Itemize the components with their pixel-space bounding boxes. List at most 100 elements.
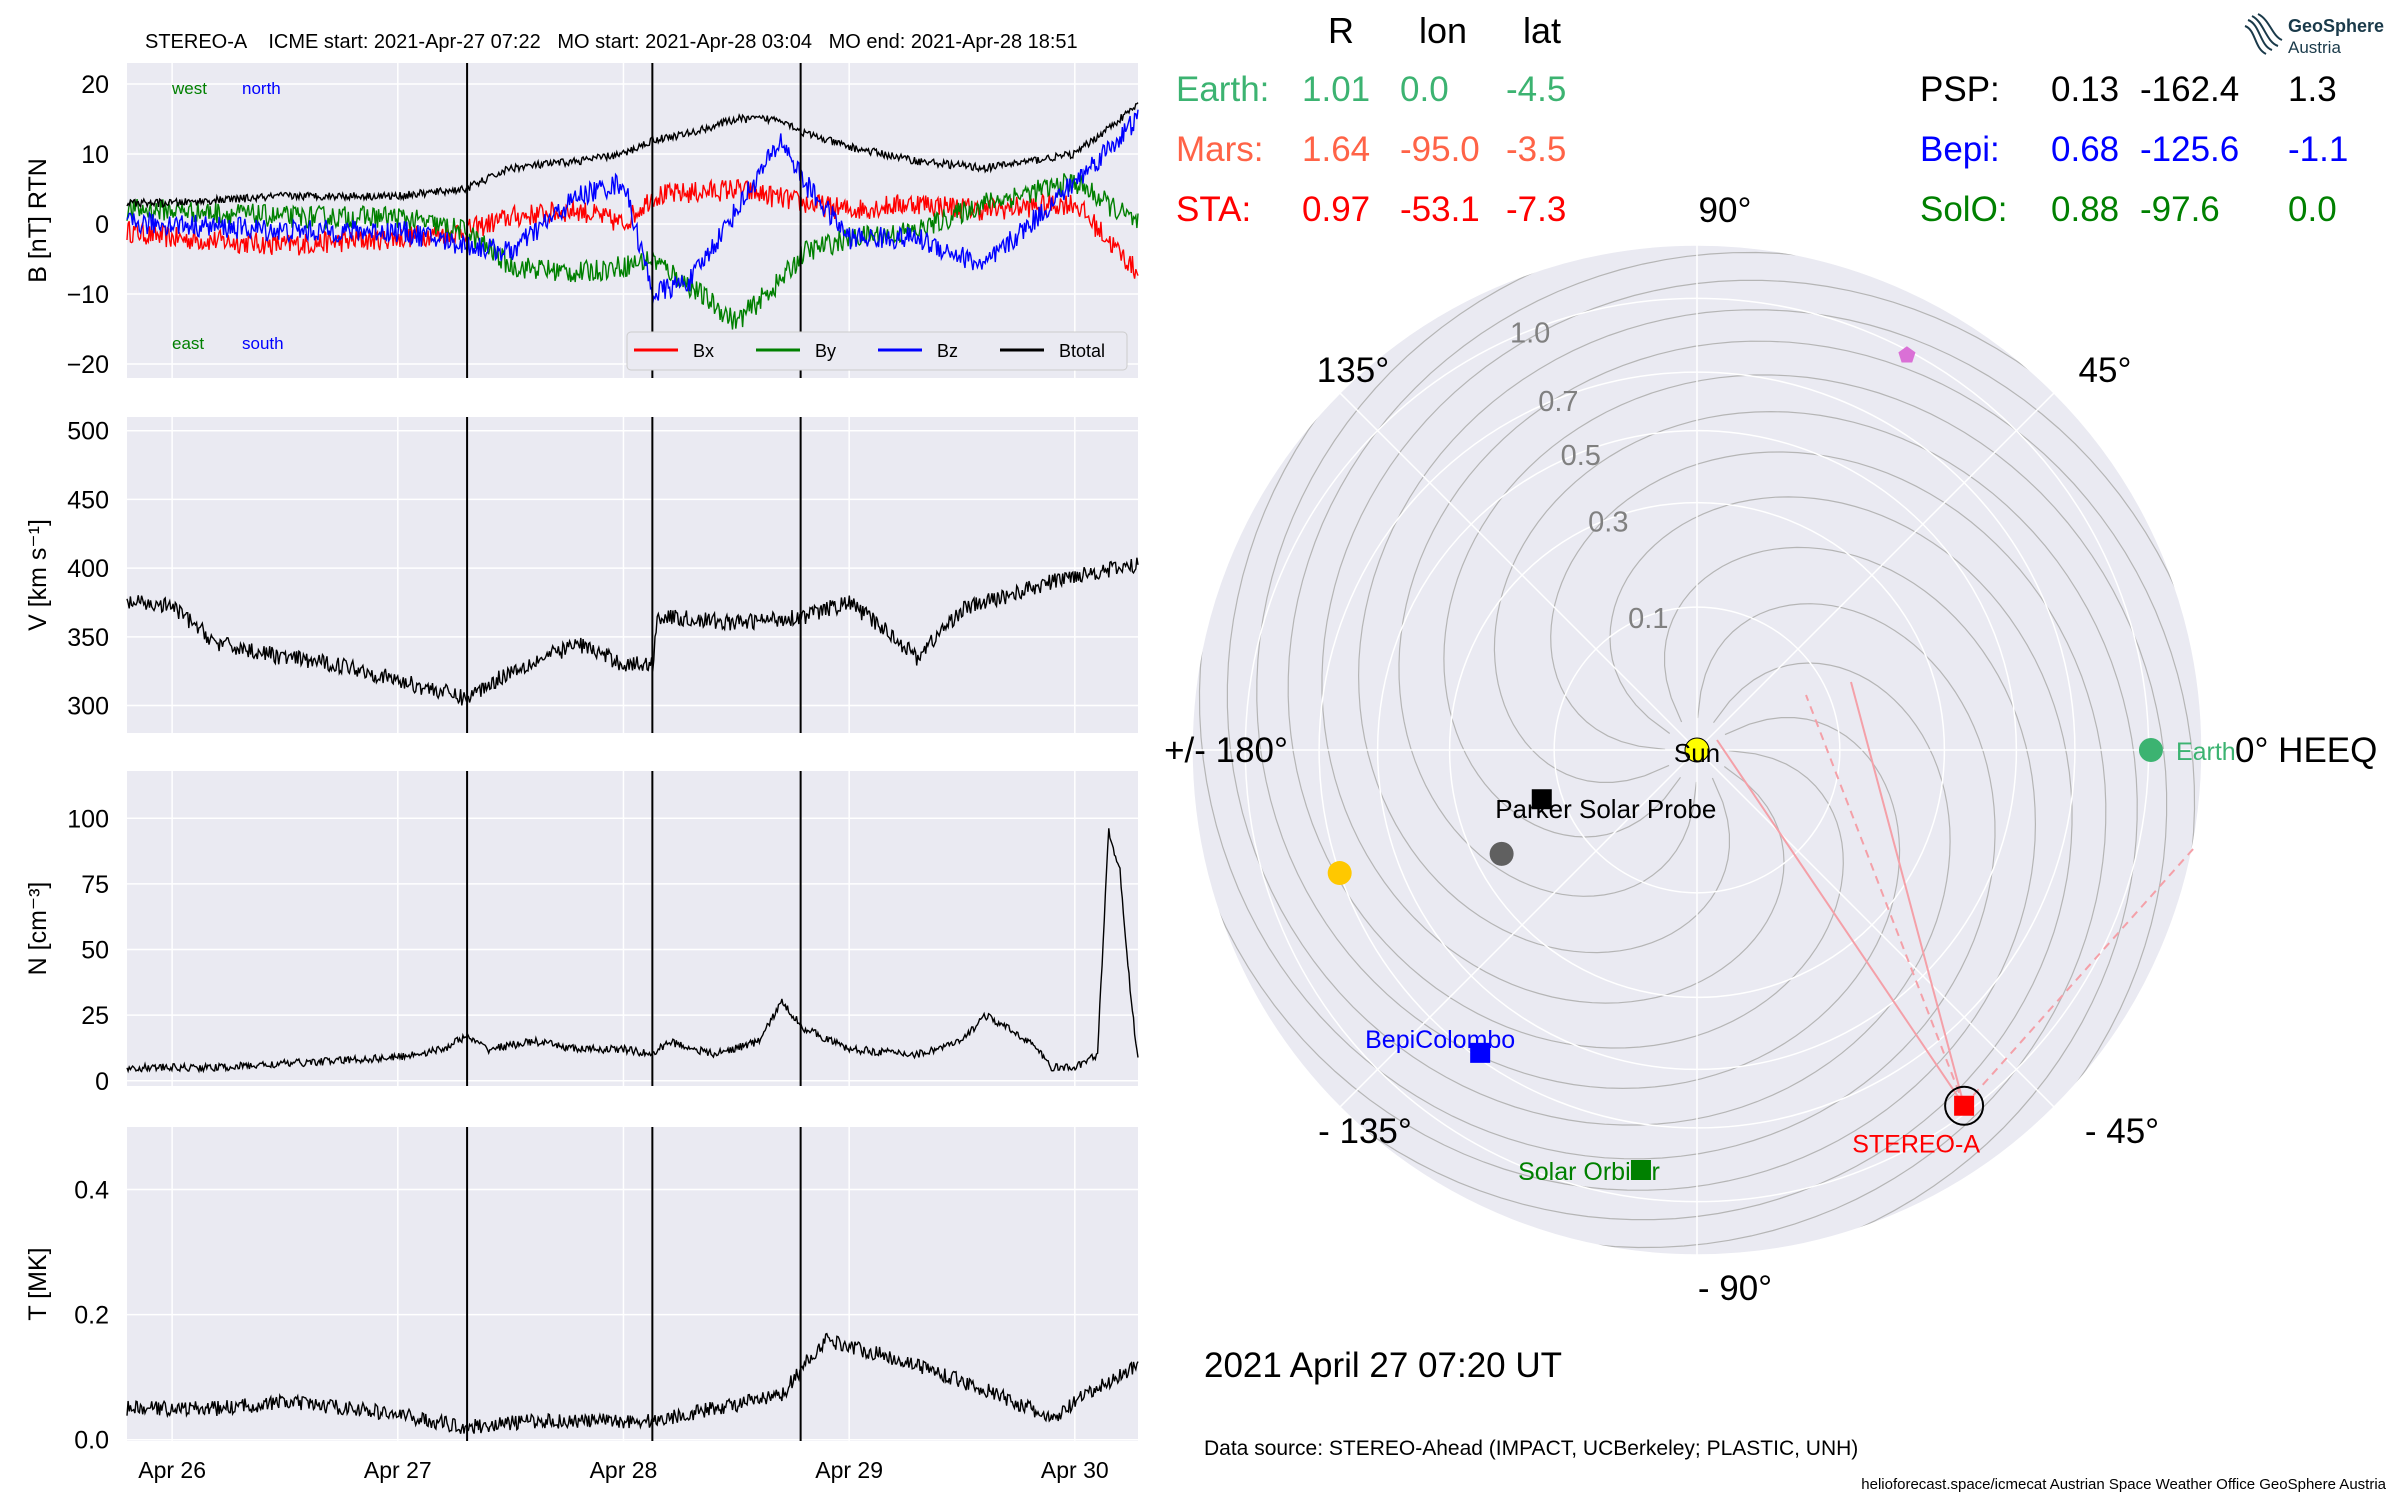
table-cell-lat: -4.5 [1506,70,1567,109]
table-cell-name: PSP: [1920,70,2000,109]
angle-label: +/- 180° [1164,731,1288,770]
annotation-north: north [242,79,281,98]
x-tick-label: Apr 26 [138,1457,206,1483]
y-tick-label: 350 [67,624,109,652]
parker-solar-probe-marker [1531,789,1552,810]
panel-speed: 300 350 400 450 500 V [km s⁻¹] [24,417,1139,733]
y-tick-label: 0.2 [74,1302,109,1330]
polar-grid-radial [1696,749,2055,1108]
spiral-line [1256,245,1901,1090]
x-tick-label: Apr 28 [590,1457,658,1483]
table-cell-lon: -97.6 [2140,190,2220,229]
y-tick-label: 300 [67,693,109,721]
annotation-west: west [171,79,207,98]
logo-name: GeoSphere [2288,16,2385,36]
table-cell-name: STA: [1176,190,1252,229]
juice-marker [1898,346,1916,363]
venus-marker [1327,861,1352,886]
panel-background [127,1127,1138,1441]
solar-orbiter-marker [1630,1159,1651,1180]
radial-label: 1.0 [1510,318,1550,350]
series-line-bz [126,109,1139,304]
stereo-a-fov-line [1850,681,1966,1107]
y-axis-label: N [cm⁻³] [24,882,52,976]
polar-grid-radial [1696,392,2055,751]
stereo-a-fov-line [1963,847,2195,1107]
y-tick-label: 0.4 [74,1177,109,1205]
geosphere-logo: GeoSphere Austria [2242,12,2392,62]
y-tick-label: 500 [67,418,109,446]
series-line-n [126,828,1139,1074]
series-line-t [126,1332,1139,1434]
sun-label: Sun [1674,738,1720,768]
table-cell-lon: -125.6 [2140,130,2240,169]
y-tick-label: 0 [95,211,109,239]
spiral-line [1198,363,1996,1160]
stereo-a-fov-line [1716,739,1965,1107]
legend-label: Bz [937,341,958,361]
table-cell-lon: -95.0 [1400,130,1480,169]
earth-label: Earth [2176,738,2236,766]
y-tick-label: 0 [95,1068,109,1096]
y-tick-label: −20 [67,351,109,379]
table-cell-name: Earth: [1176,70,1270,109]
panel-magnetic-field: −20 −10 0 10 20 B [nT] RTN west north east south B… [24,63,1139,379]
header-lat: lat [1523,10,1562,51]
bepicolombo-marker [1470,1042,1491,1063]
panel-temperature: 0.0 0.2 0.4 T [MK] Apr 26 Apr 27 Apr 28 Apr 29 A… [24,1127,1139,1483]
table-cell-lat: -7.3 [1506,190,1567,229]
timeseries-panels: −20 −10 0 10 20 B [nT] RTN west north east south B… [24,63,1139,1483]
panel-density: 0 25 50 75 100 N [cm⁻³] [24,771,1139,1096]
table-cell-R: 0.13 [2051,70,2120,109]
table-cell-R: 0.68 [2051,130,2120,169]
stereo-a-ring [1944,1085,1985,1126]
legend-box [626,331,1128,371]
x-tick-label: Apr 27 [364,1457,432,1483]
mercury-marker [1489,841,1514,866]
y-axis-label: B [nT] RTN [24,158,52,283]
x-tick-label: Apr 30 [1041,1457,1109,1483]
radial-label: 0.3 [1588,506,1628,538]
spiral-line [1443,374,2168,1255]
polar-grid-radial [1339,749,1698,1108]
angle-label: - 135° [1318,1112,1412,1151]
angle-label: 135° [1317,351,1389,390]
radial-label: 0.7 [1538,386,1578,418]
parker-spirals [1192,245,2202,1255]
y-axis-label: V [km s⁻¹] [24,519,52,631]
spiral-line [1357,309,2202,954]
legend: Bx By Bz Btotal [626,331,1128,371]
y-tick-label: 400 [67,555,109,583]
y-tick-label: 0.0 [74,1427,109,1455]
table-cell-lon: -53.1 [1400,190,1480,229]
angle-label: 45° [2079,351,2132,390]
spiral-line [1287,251,2084,1049]
table-cell-lon: 0.0 [1400,70,1449,109]
stereo-a-label: STEREO-A [1852,1131,1980,1159]
stereo-a-fov-line [1805,694,1966,1107]
y-tick-label: 10 [81,141,109,169]
y-tick-label: 50 [81,937,109,965]
logo-icon [2244,13,2283,55]
legend-label: Bx [693,341,714,361]
data-source: Data source: STEREO-Ahead (IMPACT, UCBer… [1204,1437,1859,1460]
stereo-a-marker [1954,1095,1975,1116]
spiral-line [1398,340,2196,1137]
series-line-by [126,173,1139,330]
annotation-east: east [172,334,204,353]
angle-label: - 45° [2085,1112,2159,1151]
solar-orbiter-label: Solar Orbiter [1518,1158,1660,1186]
polar-plot: 0.1 0.3 0.5 0.7 1.0 0° HEEQ 45° 90° 135° +/- 180°… [1164,191,2377,1308]
x-tick-label: Apr 29 [815,1457,883,1483]
radial-label: 0.1 [1628,603,1668,635]
y-tick-label: 25 [81,1002,109,1030]
spiral-line [1310,451,2107,1249]
angle-label: - 90° [1698,1269,1772,1308]
table-cell-R: 0.97 [1302,190,1371,229]
parker-solar-probe-label: Parker Solar Probe [1495,794,1716,824]
logo-sub: Austria [2288,38,2341,57]
footer-credits: helioforecast.space/icmecat Austrian Spa… [1861,1476,2386,1493]
earth-marker [2138,738,2163,762]
spiral-line [1192,546,2037,1191]
